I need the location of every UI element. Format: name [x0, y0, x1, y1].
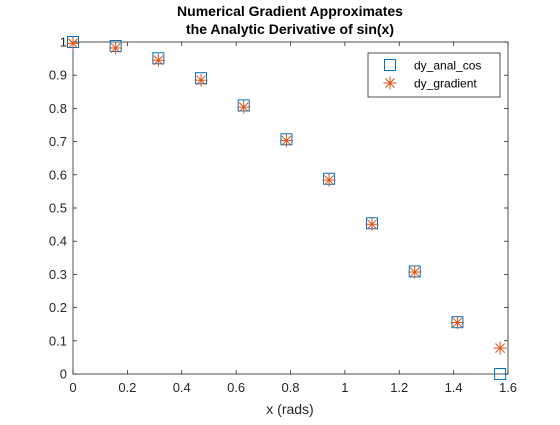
x-axis-ticks: 0 0.2 0.4 0.6 0.8 1 1.2 1.4 1.6	[69, 42, 517, 395]
legend-label-dy_anal_cos: dy_anal_cos	[414, 59, 481, 73]
x-tick-label: 0.8	[281, 380, 299, 395]
asterisk-stroke	[281, 135, 292, 146]
x-axis-label: x (rads)	[266, 401, 313, 417]
y-tick-label: 0.3	[49, 267, 67, 282]
asterisk-stroke	[385, 78, 395, 88]
x-tick-label: 0	[69, 380, 76, 395]
y-tick-label: 0.8	[49, 101, 67, 116]
asterisk-stroke	[452, 317, 463, 328]
data-point-dy_anal_cos	[494, 368, 507, 380]
data-point-dy_gradient	[322, 173, 336, 187]
asterisk-stroke	[409, 267, 420, 278]
asterisk-stroke	[196, 75, 207, 86]
x-tick-label: 1.2	[390, 380, 408, 395]
x-tick-label: 1.4	[445, 380, 463, 395]
series-dy_gradient	[66, 36, 507, 355]
y-tick-label: 1	[60, 35, 67, 50]
legend-marker-dy_anal_cos	[384, 59, 396, 71]
asterisk-stroke	[68, 38, 78, 49]
y-tick-label: 0.6	[49, 167, 67, 182]
chart-title-line-2: the Analytic Derivative of sin(x)	[186, 21, 394, 37]
data-point-dy_gradient	[493, 341, 507, 355]
x-tick-label: 0.6	[227, 380, 245, 395]
legend-box	[367, 52, 501, 98]
asterisk-stroke	[495, 343, 506, 354]
x-tick-label: 0.2	[118, 380, 136, 395]
data-point-dy_gradient	[279, 134, 293, 148]
asterisk-stroke	[324, 175, 335, 186]
x-tick-label: 1.6	[499, 380, 517, 395]
asterisk-stroke	[238, 102, 249, 113]
y-tick-label: 0.1	[49, 333, 67, 348]
y-tick-label: 0	[60, 367, 67, 382]
y-tick-label: 0.2	[49, 300, 67, 315]
data-point-dy_gradient	[66, 36, 80, 50]
y-tick-label: 0.9	[49, 68, 67, 83]
data-point-dy_gradient	[450, 316, 464, 330]
asterisk-stroke	[367, 219, 378, 230]
x-tick-label: 0.4	[173, 380, 191, 395]
y-tick-label: 0.7	[49, 134, 67, 149]
data-point-dy_gradient	[365, 217, 379, 231]
y-tick-label: 0.5	[49, 201, 67, 216]
asterisk-stroke	[153, 55, 164, 66]
data-point-dy_gradient	[194, 73, 208, 87]
data-series	[66, 36, 507, 380]
y-tick-label: 0.4	[49, 234, 67, 249]
asterisk-stroke	[110, 43, 121, 53]
data-point-dy_gradient	[151, 53, 165, 67]
chart-title-line-1: Numerical Gradient Approximates	[177, 3, 403, 19]
legend-label-dy_gradient: dy_gradient	[414, 77, 477, 91]
y-axis-ticks: 0 0.1 0.2 0.3 0.4 0.5 0.6 0.7 0.8 0.9 1	[49, 35, 508, 382]
data-point-dy_gradient	[109, 41, 123, 55]
data-point-dy_gradient	[408, 265, 422, 279]
legend: dy_anal_cos dy_gradient	[367, 52, 501, 98]
chart-title: Numerical Gradient Approximates the Anal…	[177, 3, 403, 37]
x-tick-label: 1	[341, 380, 348, 395]
legend-marker-dy_gradient	[383, 76, 397, 90]
data-point-dy_gradient	[237, 100, 251, 114]
